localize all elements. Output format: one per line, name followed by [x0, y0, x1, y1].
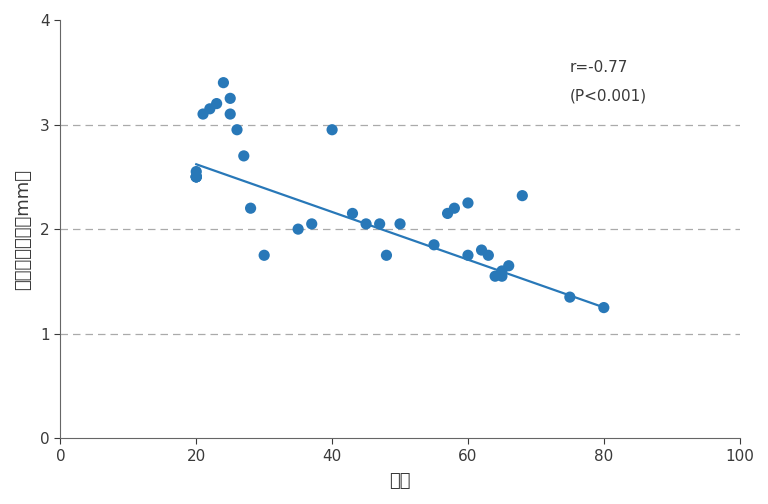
Point — [502, 262, 515, 270]
Point — [346, 209, 359, 217]
Point — [224, 94, 237, 102]
Point — [462, 199, 474, 207]
Point — [237, 152, 250, 160]
Point — [231, 125, 243, 134]
Point — [442, 209, 454, 217]
Point — [360, 220, 372, 228]
Point — [292, 225, 304, 233]
Point — [197, 110, 209, 118]
Point — [428, 241, 440, 249]
Text: (P<0.001): (P<0.001) — [570, 89, 647, 104]
Point — [394, 220, 406, 228]
Point — [190, 173, 203, 181]
Point — [204, 105, 216, 113]
Point — [564, 293, 576, 301]
Point — [598, 303, 610, 311]
Point — [462, 251, 474, 260]
Y-axis label: 焉輪筋の厘み（mm）: 焉輪筋の厘み（mm） — [14, 169, 32, 290]
Point — [190, 173, 203, 181]
Point — [190, 167, 203, 175]
Point — [475, 246, 488, 254]
Point — [190, 173, 203, 181]
Point — [496, 272, 508, 280]
Point — [373, 220, 386, 228]
Point — [224, 110, 237, 118]
Point — [449, 204, 461, 212]
Point — [326, 125, 338, 134]
Point — [306, 220, 318, 228]
X-axis label: 年齢: 年齢 — [389, 472, 411, 490]
Point — [482, 251, 495, 260]
Point — [380, 251, 392, 260]
Point — [210, 100, 223, 108]
Point — [516, 192, 528, 200]
Point — [258, 251, 270, 260]
Point — [244, 204, 257, 212]
Point — [190, 173, 203, 181]
Point — [489, 272, 502, 280]
Point — [217, 79, 230, 87]
Point — [496, 267, 508, 275]
Text: r=-0.77: r=-0.77 — [570, 59, 628, 75]
